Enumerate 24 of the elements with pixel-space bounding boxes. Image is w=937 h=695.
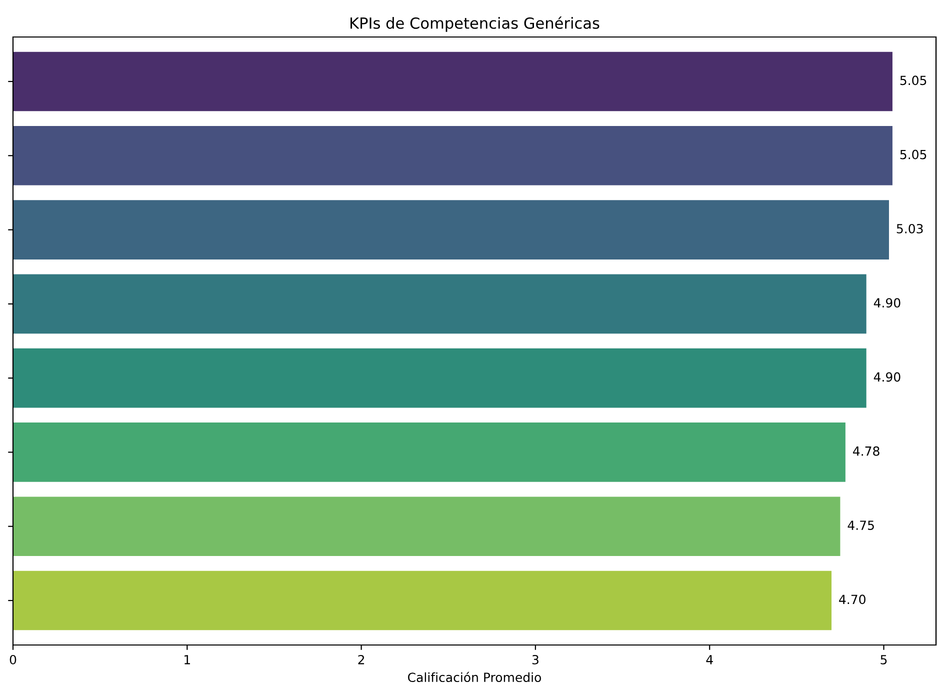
data-label: 4.75 [848, 520, 874, 530]
bar [13, 126, 892, 186]
data-label: 4.90 [874, 298, 900, 308]
bar [13, 274, 866, 334]
x-tick-label: 1 [184, 655, 190, 664]
x-tick-label: 0 [10, 654, 16, 664]
data-label: 5.03 [896, 224, 923, 234]
bar [13, 52, 892, 112]
data-label: 4.78 [852, 446, 880, 456]
bar [13, 496, 840, 556]
data-label: 5.05 [900, 150, 926, 160]
bar [13, 200, 889, 260]
x-tick-label: 3 [532, 654, 538, 664]
x-tick-label: 2 [358, 654, 364, 664]
bar [13, 570, 832, 630]
bar [13, 422, 846, 482]
x-axis-title: Calificación Promedio [408, 672, 542, 682]
data-label: 4.70 [839, 594, 866, 604]
bar [13, 348, 866, 408]
data-label: 4.90 [874, 372, 900, 382]
x-tick-label: 5 [880, 655, 887, 664]
x-tick-label: 4 [706, 655, 713, 664]
chart-title: KPIs de Competencias Genéricas [350, 16, 600, 32]
data-label: 5.05 [900, 76, 926, 86]
